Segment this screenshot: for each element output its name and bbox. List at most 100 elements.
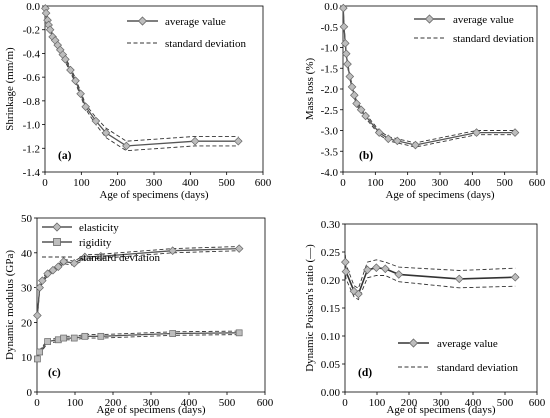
legend-label-elasticity: elasticity (79, 222, 119, 234)
x-tick-label: 100 (367, 177, 384, 189)
y-tick-label: -4.0 (321, 167, 339, 179)
average-point (66, 65, 75, 75)
average-point (233, 136, 243, 146)
average-point (91, 116, 101, 126)
x-axis-label: Age of specimens (days) (386, 404, 495, 416)
y-tick-label: 0 (27, 387, 33, 399)
y-tick-label: -2.5 (321, 105, 339, 117)
x-tick-labels: 0 100 200 300 400 500 600 (340, 172, 546, 189)
legend: average value standard deviation (127, 16, 246, 50)
elasticity-point (80, 252, 90, 262)
y-tick-label: 30 (21, 283, 33, 295)
average-point (71, 76, 80, 85)
panel-b-mass-loss: 0 100 200 300 400 500 600 0.0 -0.5 -1.0 -1.5 -2.0 -… (304, 1, 546, 201)
y-axis-label: Dynamic modulus (GPa) (4, 250, 16, 360)
x-tick-label: 0 (342, 397, 348, 409)
average-point (363, 265, 372, 275)
y-tick-label: -0.6 (23, 72, 41, 84)
y-tick-labels: 0.30 0.25 0.20 0.15 0.10 0.05 0.00 (321, 219, 345, 399)
x-tick-label: 500 (496, 177, 513, 189)
y-tick-label: -1.2 (23, 143, 40, 155)
rigidity-point (34, 355, 41, 363)
average-point (393, 136, 402, 146)
panel-label-box (56, 147, 79, 162)
elasticity-point (53, 262, 63, 272)
y-tick-labels: 0.0 -0.2 -0.4 -0.6 -0.8 -1.0 -1.2 -1.4 (23, 1, 45, 179)
average-point (343, 59, 352, 69)
x-tick-label: 100 (67, 397, 84, 409)
y-axis-label: Dynamic Poisson's ratio (—) (304, 244, 316, 372)
x-axis-label: Age of specimens (days) (385, 189, 494, 201)
y-tick-label: -3.5 (321, 146, 339, 158)
x-tick-label: 0 (34, 397, 40, 409)
x-tick-label: 200 (401, 397, 418, 409)
panel-label: (c) (48, 367, 61, 379)
legend-label-std: standard deviation (437, 362, 518, 374)
average-point (61, 55, 70, 64)
legend-label-rigidity: rigidity (79, 237, 112, 249)
y-tick-label: -1.4 (23, 167, 41, 179)
elasticity-point (168, 246, 177, 256)
x-tick-label: 200 (105, 397, 122, 409)
rigidity-point (60, 334, 67, 342)
legend-label-average: average value (453, 14, 514, 26)
panel-label: (a) (58, 150, 72, 162)
elasticity-point (234, 244, 244, 253)
rigidity-point (169, 330, 177, 337)
panel-label-box (46, 364, 68, 379)
data-marks (33, 244, 244, 363)
x-tick-label: 300 (433, 397, 450, 409)
x-tick-label: 600 (257, 397, 274, 409)
legend-diamond-marker (424, 14, 435, 24)
rigidity-line (36, 332, 240, 360)
elasticity-point (43, 269, 52, 278)
rigidity-point (81, 332, 89, 340)
x-tick-labels: 0 100 200 300 400 500 600 (42, 172, 272, 189)
y-tick-label: 10 (21, 352, 33, 364)
average-point (472, 128, 481, 137)
x-tick-label: 400 (465, 397, 482, 409)
legend-diamond-marker (52, 222, 62, 232)
legend-diamond-marker (408, 338, 419, 348)
x-tick-label: 400 (181, 397, 198, 409)
x-tick-label: 600 (529, 397, 546, 409)
y-tick-label: -1.0 (23, 120, 41, 132)
average-point (190, 136, 200, 146)
y-tick-label: -1.0 (321, 43, 339, 55)
y-tick-label: -0.2 (23, 25, 40, 37)
average-point (510, 128, 520, 137)
legend-diamond-marker (137, 16, 148, 26)
y-tick-labels: 0 10 20 30 40 50 (21, 213, 37, 399)
legend-label-std: standard deviation (79, 252, 160, 264)
y-tick-label: -1.5 (321, 63, 339, 75)
y-tick-label: 0.0 (324, 1, 338, 13)
average-point (81, 102, 90, 112)
y-tick-label: 20 (21, 317, 33, 329)
average-point (339, 3, 348, 13)
y-tick-label: 0.20 (321, 275, 341, 287)
x-tick-label: 200 (109, 177, 126, 189)
panel-label-box (357, 147, 380, 162)
std-dev-lower-line (344, 268, 516, 301)
average-point (383, 134, 393, 144)
elasticity-point (69, 258, 79, 268)
elasticity-point (59, 257, 68, 266)
average-point (454, 274, 464, 284)
std-dev-lower-rigidity (36, 334, 240, 361)
average-point (347, 82, 357, 92)
y-tick-label: 0.30 (321, 219, 341, 231)
rigidity-point (44, 338, 51, 345)
x-tick-labels: 0 100 200 300 400 500 600 (342, 392, 546, 409)
y-axis-label: Mass loss (%) (304, 58, 316, 121)
average-point (341, 257, 350, 267)
y-tick-labels: 0.0 -0.5 -1.0 -1.5 -2.0 -2.5 -3.0 -3.5 -4.0 (321, 1, 343, 179)
legend-label-average: average value (165, 16, 226, 28)
average-point (411, 140, 420, 150)
average-point (340, 39, 350, 48)
y-tick-label: -2.0 (321, 84, 339, 96)
legend-label-average: average value (437, 338, 498, 350)
rigidity-point (235, 329, 243, 337)
elasticity-point (96, 251, 106, 261)
average-point (352, 99, 361, 108)
y-tick-label: -0.5 (321, 22, 339, 34)
